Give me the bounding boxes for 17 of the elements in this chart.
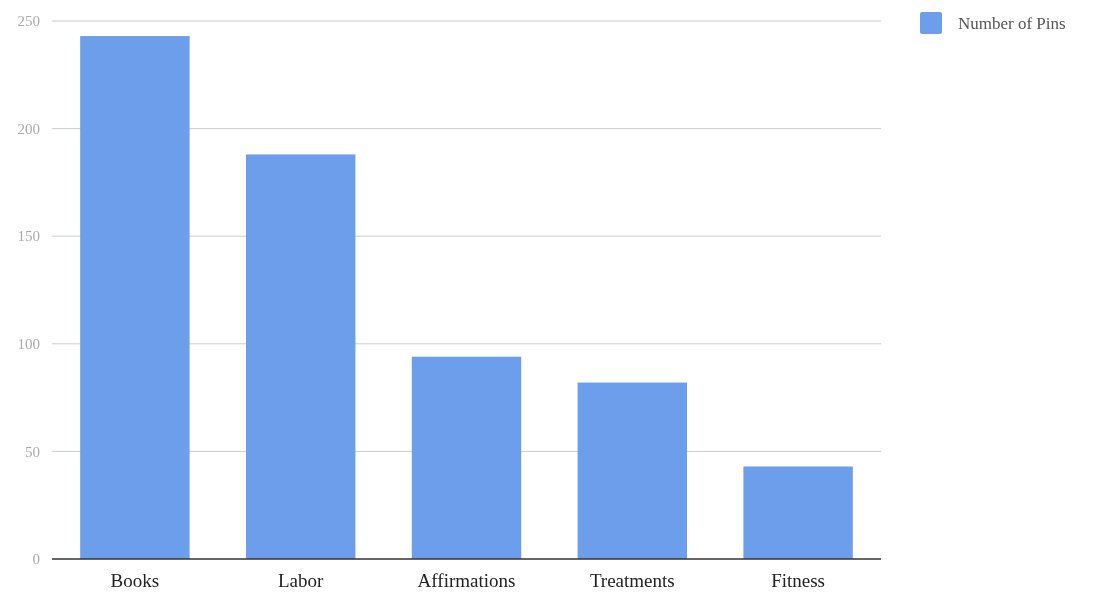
x-tick-label: Labor [278, 570, 325, 591]
y-tick-label: 200 [17, 120, 40, 137]
y-tick-label: 50 [25, 443, 40, 460]
bar [577, 382, 688, 559]
y-tick-label: 150 [17, 228, 40, 245]
bar [743, 466, 853, 559]
x-tick-label: Treatments [589, 570, 675, 591]
y-tick-label: 100 [17, 336, 40, 353]
bar [411, 356, 522, 559]
legend-label: Number of Pins [958, 13, 1066, 33]
x-tick-label: Fitness [771, 570, 826, 591]
bar [245, 154, 356, 559]
x-tick-label: Affirmations [417, 570, 516, 591]
bar [80, 36, 190, 559]
x-tick-label: Books [110, 570, 160, 591]
y-tick-label: 250 [17, 13, 40, 30]
y-tick-label: 0 [32, 551, 40, 568]
